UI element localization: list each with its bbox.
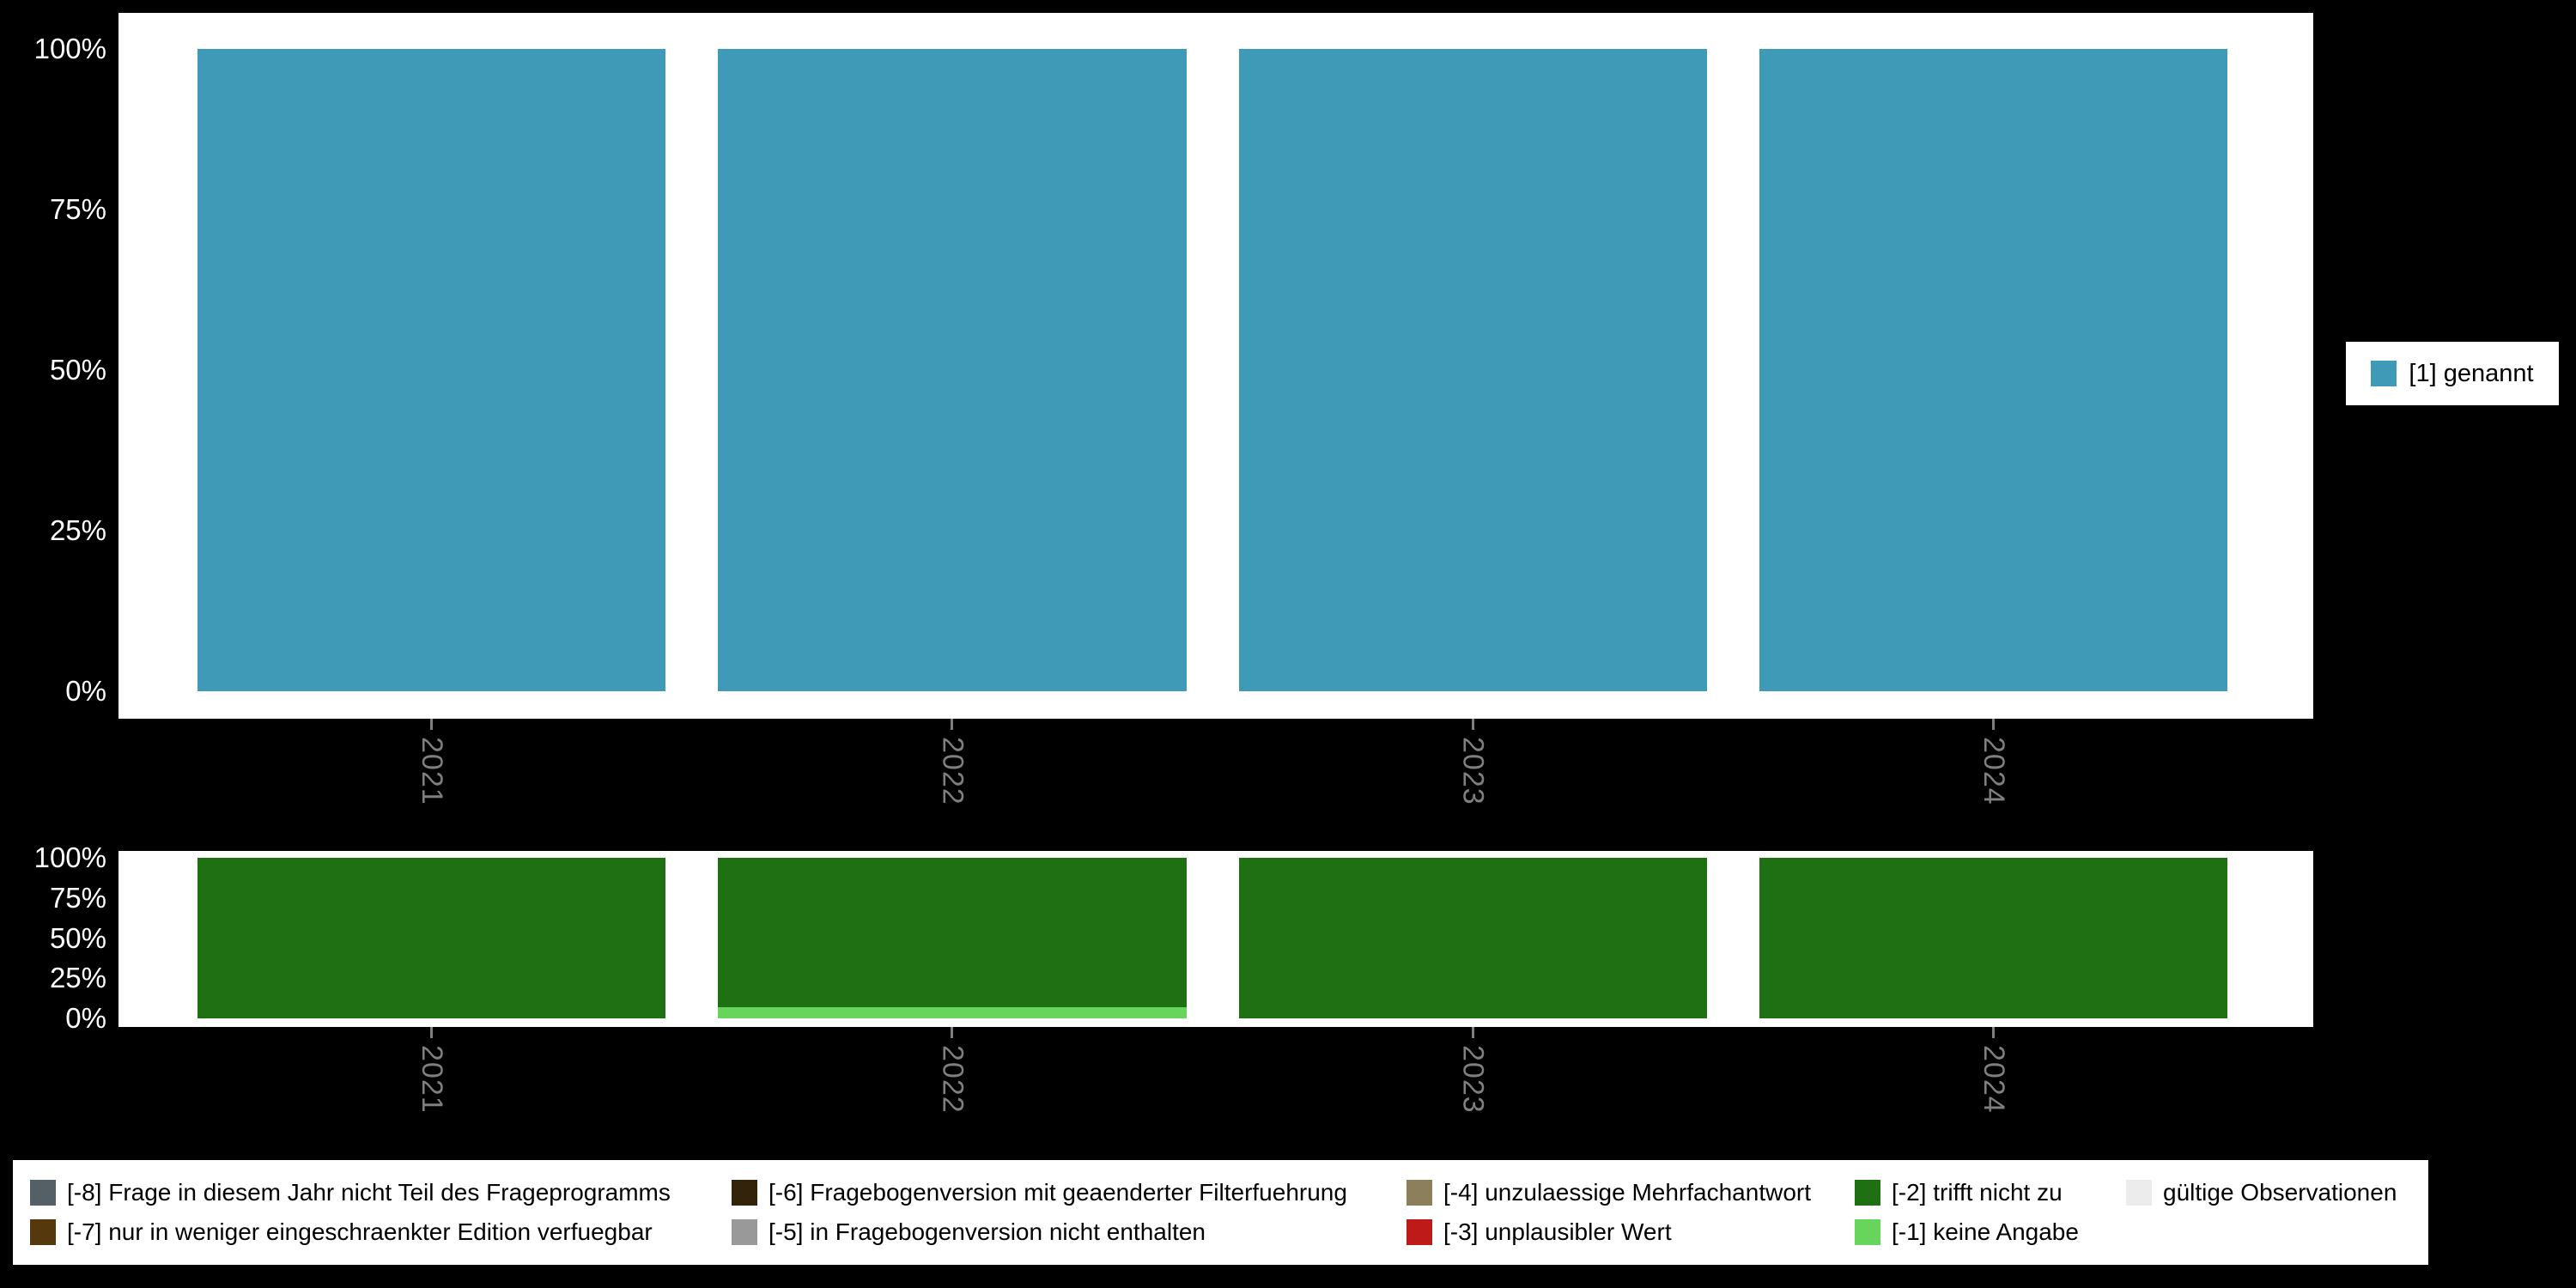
- bar-2023: [1238, 858, 1707, 1018]
- x-cell: 2021: [197, 1027, 665, 1128]
- chart-top: 100% 75% 50% 25% 0%: [0, 13, 2313, 719]
- y-tick-label: 50%: [49, 354, 106, 386]
- x-tick-label-2024: 2024: [1977, 1045, 2010, 1114]
- x-cell: 2022: [718, 719, 1186, 820]
- bar-2021: [197, 858, 666, 1018]
- bar-2022: [718, 858, 1187, 1018]
- y-axis-top: 100% 75% 50% 25% 0%: [0, 13, 118, 719]
- bar-2021: [197, 49, 666, 691]
- bar-segment: [718, 49, 1187, 691]
- y-tick-label: 0%: [65, 1002, 106, 1034]
- bars-top: [118, 13, 2313, 719]
- legend-item-label: [-6] Fragebogenversion mit geaenderter F…: [769, 1179, 1347, 1206]
- x-tick-label-2021: 2021: [416, 737, 449, 805]
- legend-item-label: [-5] in Fragebogenversion nicht enthalte…: [769, 1218, 1206, 1245]
- legend-swatch: [732, 1180, 757, 1206]
- legend-item: [-3] unplausibler Wert: [1406, 1218, 1855, 1246]
- legend-item-label: [-3] unplausibler Wert: [1443, 1218, 1672, 1245]
- y-tick-label: 100%: [33, 33, 106, 64]
- legend-item-label: gültige Observationen: [2163, 1179, 2397, 1206]
- y-tick-label: 75%: [49, 193, 106, 225]
- bar-segment: [1759, 858, 2227, 1018]
- legend-swatch: [732, 1219, 757, 1245]
- y-tick-label: 0%: [65, 675, 106, 707]
- legend-item: [-8] Frage in diesem Jahr nicht Teil des…: [30, 1179, 732, 1206]
- axis-tick: [430, 719, 434, 730]
- x-tick-label-2022: 2022: [936, 737, 969, 805]
- bars-bottom: [118, 851, 2313, 1027]
- x-cell: 2023: [1239, 719, 1707, 820]
- y-tick-label: 75%: [49, 881, 106, 914]
- legend-swatch: [2126, 1180, 2152, 1206]
- bar-2024: [1759, 49, 2227, 691]
- plot-area-bottom: [118, 851, 2313, 1027]
- x-tick-label-2023: 2023: [1456, 737, 1490, 805]
- bar-segment: [1238, 858, 1707, 1018]
- legend-item: [-7] nur in weniger eingeschraenkter Edi…: [30, 1218, 732, 1246]
- legend-item-label: [-4] unzulaessige Mehrfachantwort: [1443, 1179, 1811, 1206]
- x-cell: 2021: [197, 719, 665, 820]
- chart-bottom: 100% 75% 50% 25% 0%: [0, 841, 2313, 1034]
- bar-2022: [718, 49, 1187, 691]
- legend-swatch: [1406, 1219, 1432, 1245]
- legend-item: [-2] trifft nicht zu: [1855, 1179, 2126, 1206]
- y-tick-label: 50%: [49, 921, 106, 954]
- legend-label-genannt: [1] genannt: [2409, 359, 2534, 387]
- bar-2024: [1759, 858, 2227, 1018]
- legend-item-label: [-7] nur in weniger eingeschraenkter Edi…: [67, 1218, 653, 1245]
- x-axis-bottom: 2021 2022 2023 2024: [118, 1027, 2313, 1128]
- legend-right: [1] genannt: [2346, 342, 2559, 405]
- legend-item-label: [-2] trifft nicht zu: [1892, 1179, 2063, 1206]
- bar-segment: [1759, 49, 2227, 691]
- axis-tick: [1991, 1027, 1995, 1038]
- axis-tick: [430, 1027, 434, 1038]
- legend-item-label: [-8] Frage in diesem Jahr nicht Teil des…: [67, 1179, 671, 1206]
- legend-swatch: [30, 1219, 56, 1245]
- y-axis-bottom: 100% 75% 50% 25% 0%: [0, 841, 118, 1034]
- bar-segment: [718, 1006, 1187, 1018]
- legend-item-label: [-1] keine Angabe: [1892, 1218, 2079, 1245]
- axis-tick: [951, 719, 954, 730]
- x-tick-label-2021: 2021: [416, 1045, 449, 1114]
- axis-tick: [1991, 719, 1995, 730]
- legend-item: gültige Observationen: [2126, 1179, 2411, 1206]
- legend-bottom: [-8] Frage in diesem Jahr nicht Teil des…: [13, 1160, 2428, 1265]
- x-cell: 2022: [718, 1027, 1186, 1128]
- x-cell: 2023: [1239, 1027, 1707, 1128]
- y-tick-label: 100%: [33, 841, 106, 873]
- legend-item: [-1] keine Angabe: [1855, 1218, 2126, 1246]
- bar-segment: [197, 49, 666, 691]
- x-axis-top: 2021 2022 2023 2024: [118, 719, 2313, 820]
- y-tick-label: 25%: [49, 962, 106, 994]
- bar-segment: [1238, 49, 1707, 691]
- bar-segment: [197, 858, 666, 1018]
- x-tick-label-2022: 2022: [936, 1045, 969, 1114]
- x-tick-label-2024: 2024: [1977, 737, 2010, 805]
- legend-swatch: [1406, 1180, 1432, 1206]
- legend-swatch: [30, 1180, 56, 1206]
- legend-item: [-4] unzulaessige Mehrfachantwort: [1406, 1179, 1855, 1206]
- legend-item: [-5] in Fragebogenversion nicht enthalte…: [732, 1218, 1406, 1246]
- axis-tick: [951, 1027, 954, 1038]
- legend-swatch: [1855, 1219, 1880, 1245]
- axis-tick: [1471, 719, 1474, 730]
- bar-2023: [1238, 49, 1707, 691]
- legend-item: [-6] Fragebogenversion mit geaenderter F…: [732, 1179, 1406, 1206]
- x-tick-label-2023: 2023: [1456, 1045, 1490, 1114]
- plot-area-top: [118, 13, 2313, 719]
- x-cell: 2024: [1759, 1027, 2227, 1128]
- bar-segment: [718, 858, 1187, 1007]
- x-cell: 2024: [1759, 719, 2227, 820]
- y-tick-label: 25%: [49, 514, 106, 546]
- legend-swatch-genannt: [2371, 361, 2397, 386]
- legend-swatch: [1855, 1180, 1880, 1206]
- axis-tick: [1471, 1027, 1474, 1038]
